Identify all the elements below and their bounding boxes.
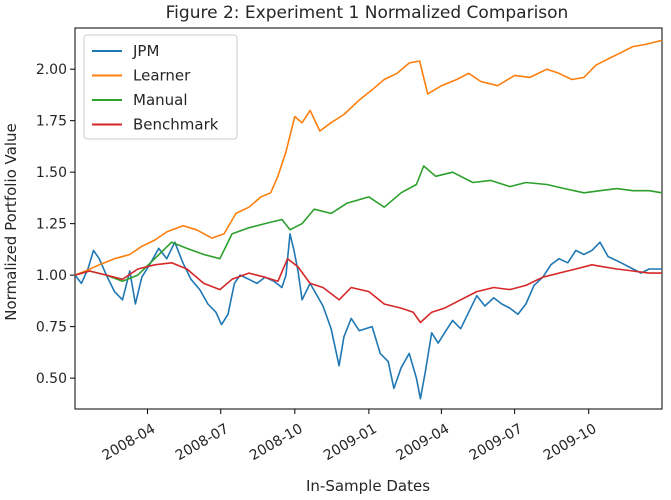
series-line-jpm (74, 233, 662, 400)
x-tick-label: 2009-04 (394, 421, 453, 464)
y-tick-label: 1.00 (36, 268, 67, 284)
x-tick-label: 2008-07 (173, 421, 232, 464)
y-tick-label: 1.75 (36, 114, 67, 130)
legend-label-benchmark: Benchmark (133, 116, 219, 134)
x-axis-label: In-Sample Dates (306, 477, 430, 495)
x-tick-label: 2009-01 (321, 421, 380, 464)
y-tick-label: 0.75 (36, 320, 67, 336)
x-tick-label: 2008-10 (247, 421, 306, 464)
legend-label-learner: Learner (133, 67, 191, 85)
y-tick-label: 1.25 (36, 217, 67, 233)
y-axis-label: Normalized Portfolio Value (2, 123, 20, 321)
series-line-learner (74, 39, 663, 276)
x-axis: 2008-04 2008-07 2008-10 2009-01 2009-04 2009-… (100, 409, 600, 464)
x-tick-label: 2009-07 (467, 421, 526, 464)
y-tick-label: 2.00 (36, 62, 67, 78)
x-tick-label: 2008-04 (100, 421, 159, 464)
series-line-manual (74, 165, 663, 283)
series-line-benchmark (74, 257, 662, 324)
legend: JPM Learner Manual Benchmark (83, 34, 238, 140)
series-lines (74, 39, 663, 400)
y-tick-label: 1.50 (36, 165, 67, 181)
chart-title: Figure 2: Experiment 1 Normalized Compar… (166, 3, 569, 23)
y-tick-label: 0.50 (36, 371, 67, 387)
legend-label-manual: Manual (133, 91, 188, 109)
y-axis: 0.50 0.75 1.00 1.25 1.50 1.75 2.00 (36, 62, 75, 387)
legend-label-jpm: JPM (132, 42, 159, 60)
x-tick-label: 2009-10 (541, 421, 600, 464)
legend-box (83, 34, 238, 140)
